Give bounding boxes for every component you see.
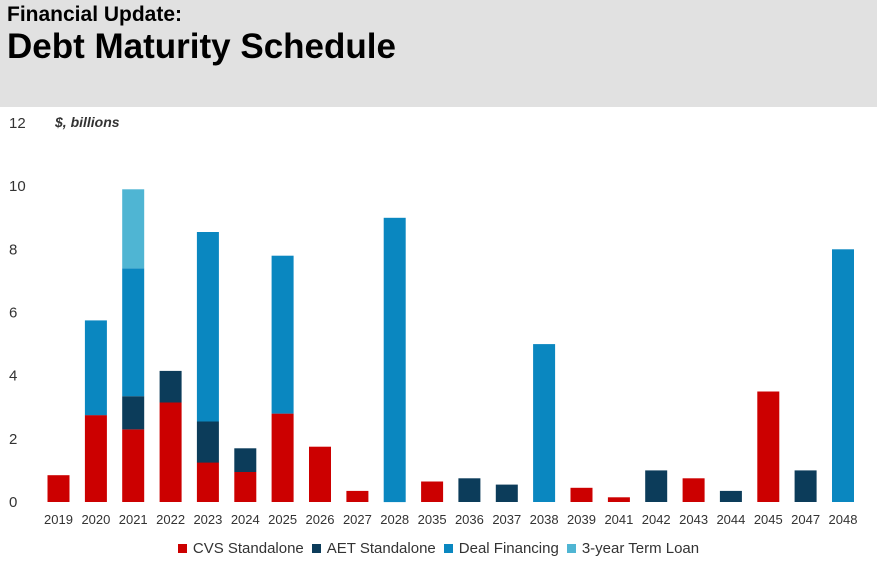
y-tick-label: 6 xyxy=(9,305,17,322)
bar-segment xyxy=(122,189,145,269)
x-tick-label: 2043 xyxy=(679,512,708,527)
bar-segment xyxy=(122,396,145,430)
y-tick-label: 12 xyxy=(9,115,26,132)
bar-segment xyxy=(832,249,854,502)
x-tick-label: 2023 xyxy=(193,512,222,527)
y-tick-label: 10 xyxy=(9,178,26,195)
x-tick-label: 2036 xyxy=(455,512,484,527)
x-tick-label: 2047 xyxy=(791,512,820,527)
bar-segment xyxy=(682,478,705,502)
legend-item: 3-year Term Loan xyxy=(566,539,700,557)
bar-segment xyxy=(533,344,556,502)
bar-segment xyxy=(421,481,444,502)
bar-segment xyxy=(196,421,219,463)
bar-segment xyxy=(271,255,294,414)
bar-segment xyxy=(794,470,817,502)
legend-label: 3-year Term Loan xyxy=(581,539,700,557)
bar-segment xyxy=(159,370,182,403)
x-tick-label: 2037 xyxy=(492,512,521,527)
x-tick-label: 2022 xyxy=(156,512,185,527)
bar-segment xyxy=(719,490,742,502)
bar-segment xyxy=(234,448,257,472)
legend-label: CVS Standalone xyxy=(192,539,304,557)
y-tick-label: 8 xyxy=(9,241,17,258)
y-tick-label: 0 xyxy=(9,494,17,511)
legend-label: AET Standalone xyxy=(326,539,436,557)
bar-segment xyxy=(757,391,780,502)
bar-segment xyxy=(196,462,219,502)
chart-legend: CVS Standalone AET Standalone Deal Financi… xyxy=(0,538,877,558)
legend-swatch xyxy=(311,543,321,553)
bar-segment xyxy=(346,490,369,502)
legend-swatch xyxy=(566,543,576,553)
bar-segment xyxy=(570,487,593,502)
bar-segment xyxy=(383,217,406,503)
bar-segment xyxy=(47,475,70,502)
bar-segment xyxy=(645,470,668,502)
x-tick-label: 2038 xyxy=(530,512,559,527)
x-tick-label: 2027 xyxy=(343,512,372,527)
x-tick-label: 2019 xyxy=(44,512,73,527)
bar-segment xyxy=(271,413,294,502)
bar-segment xyxy=(607,497,630,502)
x-tick-label: 2039 xyxy=(567,512,596,527)
bar-segment xyxy=(495,484,518,502)
bar-segment xyxy=(84,415,107,502)
x-tick-label: 2042 xyxy=(642,512,671,527)
legend-label: Deal Financing xyxy=(458,539,559,557)
bar-segment xyxy=(458,478,481,502)
bar-segment xyxy=(159,402,182,502)
x-tick-label: 2026 xyxy=(306,512,335,527)
x-tick-label: 2041 xyxy=(604,512,633,527)
x-tick-label: 2045 xyxy=(754,512,783,527)
bar-segment xyxy=(84,320,107,416)
x-tick-label: 2025 xyxy=(268,512,297,527)
page-title: Debt Maturity Schedule xyxy=(7,27,396,66)
legend-swatch xyxy=(177,543,187,553)
y-tick-label: 4 xyxy=(9,368,17,385)
bar-segment xyxy=(196,232,219,422)
legend-swatch xyxy=(443,543,453,553)
legend-item: AET Standalone xyxy=(311,539,436,557)
legend-item: CVS Standalone xyxy=(177,539,304,557)
x-tick-label: 2024 xyxy=(231,512,260,527)
bar-segment xyxy=(122,429,145,502)
x-tick-label: 2021 xyxy=(119,512,148,527)
header-banner: Financial Update: Debt Maturity Schedule xyxy=(0,0,877,107)
x-tick-label: 2035 xyxy=(418,512,447,527)
legend-item: Deal Financing xyxy=(443,539,559,557)
x-tick-label: 2020 xyxy=(81,512,110,527)
bar-segment xyxy=(122,268,145,397)
unit-label: $, billions xyxy=(54,114,120,130)
bar-segment xyxy=(234,472,257,502)
bar-segment xyxy=(309,446,331,502)
x-tick-label: 2044 xyxy=(716,512,745,527)
x-tick-label: 2028 xyxy=(380,512,409,527)
y-tick-label: 2 xyxy=(9,431,17,448)
page-subtitle: Financial Update: xyxy=(7,3,183,26)
x-tick-label: 2048 xyxy=(829,512,858,527)
